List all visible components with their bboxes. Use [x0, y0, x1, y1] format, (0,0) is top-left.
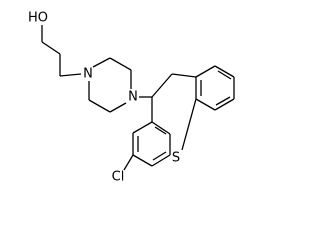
bond: [152, 151, 167, 161]
bond: [171, 73, 197, 78]
bond: [195, 98, 216, 111]
bond: [151, 154, 171, 167]
structure-diagram: HO N N S Cl: [28, 11, 235, 185]
bond: [215, 96, 231, 106]
bond: [214, 98, 235, 111]
atom-label: N: [83, 67, 93, 82]
bond: [181, 98, 197, 151]
bond: [132, 121, 153, 134]
atom-label: S: [172, 151, 180, 166]
bond: [214, 65, 235, 78]
bonds: [41, 25, 235, 171]
atom-label: HO: [28, 11, 48, 26]
bond: [41, 41, 61, 55]
bond: [92, 57, 111, 68]
bond: [154, 126, 167, 135]
bond: [151, 121, 171, 135]
bond: [109, 57, 132, 71]
bond: [109, 102, 127, 113]
bond: [132, 154, 153, 167]
atom-label: Cl: [112, 170, 125, 185]
bond: [151, 73, 173, 98]
bond: [59, 73, 82, 77]
bond: [88, 99, 111, 113]
bond: [195, 65, 216, 78]
bond: [123, 154, 134, 171]
atom-label: N: [128, 90, 138, 105]
bond: [217, 70, 232, 80]
